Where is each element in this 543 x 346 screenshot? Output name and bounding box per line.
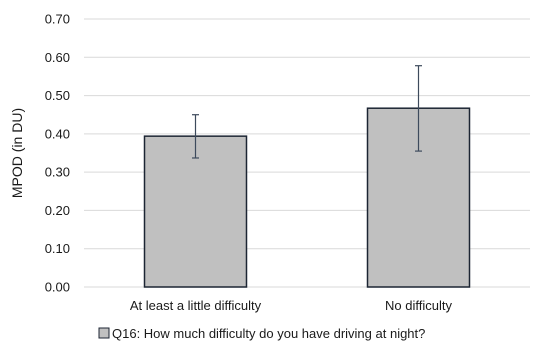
y-axis-ticks: 0.00 0.10 0.20 0.30 0.40 0.50 0.60 0.70 bbox=[45, 12, 70, 295]
legend: Q16: How much difficulty do you have dri… bbox=[98, 326, 425, 341]
x-axis-labels: At least a little difficulty No difficult… bbox=[130, 298, 453, 313]
y-tick-label: 0.10 bbox=[45, 241, 70, 256]
bar bbox=[143, 135, 248, 288]
bars bbox=[143, 107, 471, 288]
y-tick-label: 0.70 bbox=[45, 12, 70, 27]
error-bars bbox=[192, 65, 422, 159]
legend-label: Q16: How much difficulty do you have dri… bbox=[112, 326, 425, 341]
x-tick-label: No difficulty bbox=[385, 298, 452, 313]
legend-swatch bbox=[98, 327, 110, 339]
y-tick-label: 0.40 bbox=[45, 126, 70, 141]
y-tick-label: 0.20 bbox=[45, 203, 70, 218]
x-tick-label: At least a little difficulty bbox=[130, 298, 262, 313]
y-tick-label: 0.50 bbox=[45, 88, 70, 103]
y-tick-label: 0.30 bbox=[45, 165, 70, 180]
y-tick-label: 0.60 bbox=[45, 50, 70, 65]
y-tick-label: 0.00 bbox=[45, 280, 70, 295]
y-axis-title: MPOD (in DU) bbox=[9, 108, 25, 198]
